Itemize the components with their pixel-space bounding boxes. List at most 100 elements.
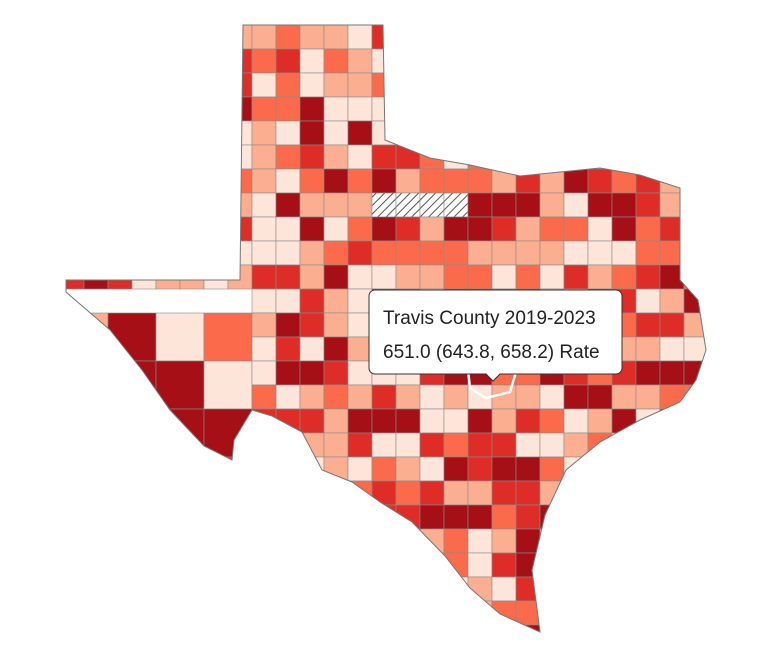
county[interactable] xyxy=(227,216,253,242)
county[interactable] xyxy=(155,264,181,290)
county[interactable] xyxy=(708,457,732,481)
county[interactable] xyxy=(395,192,421,218)
county[interactable] xyxy=(395,432,421,458)
county[interactable] xyxy=(419,408,445,434)
county[interactable] xyxy=(299,120,325,146)
county[interactable] xyxy=(155,96,181,122)
county[interactable] xyxy=(155,72,181,98)
county[interactable] xyxy=(659,480,685,506)
county[interactable] xyxy=(587,168,613,194)
county[interactable] xyxy=(708,337,732,361)
county[interactable] xyxy=(659,456,685,482)
county[interactable] xyxy=(443,240,469,266)
county[interactable] xyxy=(299,96,325,122)
county[interactable] xyxy=(275,360,301,386)
county[interactable] xyxy=(659,528,685,554)
county[interactable] xyxy=(467,120,493,146)
county[interactable] xyxy=(443,480,469,506)
county[interactable] xyxy=(419,480,445,506)
county[interactable] xyxy=(107,264,133,290)
county[interactable] xyxy=(227,192,253,218)
county[interactable] xyxy=(203,552,253,602)
county[interactable] xyxy=(251,96,277,122)
county[interactable] xyxy=(299,504,325,530)
county[interactable] xyxy=(563,576,589,602)
county[interactable] xyxy=(611,72,637,98)
county[interactable] xyxy=(587,480,613,506)
county[interactable] xyxy=(203,360,253,410)
county[interactable] xyxy=(539,144,565,170)
county[interactable] xyxy=(635,552,661,578)
county[interactable] xyxy=(275,144,301,170)
county[interactable] xyxy=(275,192,301,218)
county[interactable] xyxy=(60,504,109,554)
county[interactable] xyxy=(587,192,613,218)
county[interactable] xyxy=(611,48,637,74)
county[interactable] xyxy=(443,552,469,578)
county[interactable] xyxy=(323,336,349,362)
county[interactable] xyxy=(323,384,349,410)
county[interactable] xyxy=(299,576,325,602)
county[interactable] xyxy=(635,96,661,122)
county[interactable] xyxy=(395,240,421,266)
county[interactable] xyxy=(563,264,589,290)
county[interactable] xyxy=(515,48,541,74)
county[interactable] xyxy=(347,480,373,506)
county[interactable] xyxy=(563,624,589,649)
county[interactable] xyxy=(659,576,685,602)
county[interactable] xyxy=(371,432,397,458)
county[interactable] xyxy=(563,48,589,74)
county[interactable] xyxy=(683,240,708,266)
county[interactable] xyxy=(659,504,685,530)
county[interactable] xyxy=(659,312,685,338)
county[interactable] xyxy=(708,361,732,385)
county[interactable] xyxy=(491,408,517,434)
county[interactable] xyxy=(203,168,229,194)
county[interactable] xyxy=(107,360,157,410)
county[interactable] xyxy=(299,288,325,314)
county[interactable] xyxy=(708,169,732,193)
county[interactable] xyxy=(515,96,541,122)
county[interactable] xyxy=(107,600,157,649)
county[interactable] xyxy=(683,25,708,50)
county[interactable] xyxy=(299,408,325,434)
county[interactable] xyxy=(419,168,445,194)
county[interactable] xyxy=(83,25,109,50)
county[interactable] xyxy=(275,432,301,458)
county[interactable] xyxy=(708,529,732,553)
county[interactable] xyxy=(419,120,445,146)
county[interactable] xyxy=(635,528,661,554)
county[interactable] xyxy=(395,120,421,146)
county[interactable] xyxy=(419,192,445,218)
county[interactable] xyxy=(563,480,589,506)
county[interactable] xyxy=(443,25,469,50)
county[interactable] xyxy=(227,144,253,170)
county[interactable] xyxy=(299,240,325,266)
county[interactable] xyxy=(251,312,277,338)
county[interactable] xyxy=(155,216,181,242)
county[interactable] xyxy=(299,216,325,242)
county[interactable] xyxy=(347,168,373,194)
county[interactable] xyxy=(443,96,469,122)
county[interactable] xyxy=(515,528,541,554)
county[interactable] xyxy=(299,72,325,98)
county[interactable] xyxy=(491,144,517,170)
county[interactable] xyxy=(251,384,277,410)
county[interactable] xyxy=(371,240,397,266)
county[interactable] xyxy=(395,528,421,554)
county[interactable] xyxy=(395,144,421,170)
county[interactable] xyxy=(587,408,613,434)
county[interactable] xyxy=(635,360,661,386)
county[interactable] xyxy=(708,217,732,241)
county[interactable] xyxy=(275,384,301,410)
county[interactable] xyxy=(587,48,613,74)
county[interactable] xyxy=(299,144,325,170)
county[interactable] xyxy=(251,528,277,554)
county[interactable] xyxy=(515,480,541,506)
county[interactable] xyxy=(155,48,181,74)
county[interactable] xyxy=(683,168,708,194)
county[interactable] xyxy=(60,264,85,290)
county[interactable] xyxy=(275,240,301,266)
county[interactable] xyxy=(491,504,517,530)
county[interactable] xyxy=(467,216,493,242)
